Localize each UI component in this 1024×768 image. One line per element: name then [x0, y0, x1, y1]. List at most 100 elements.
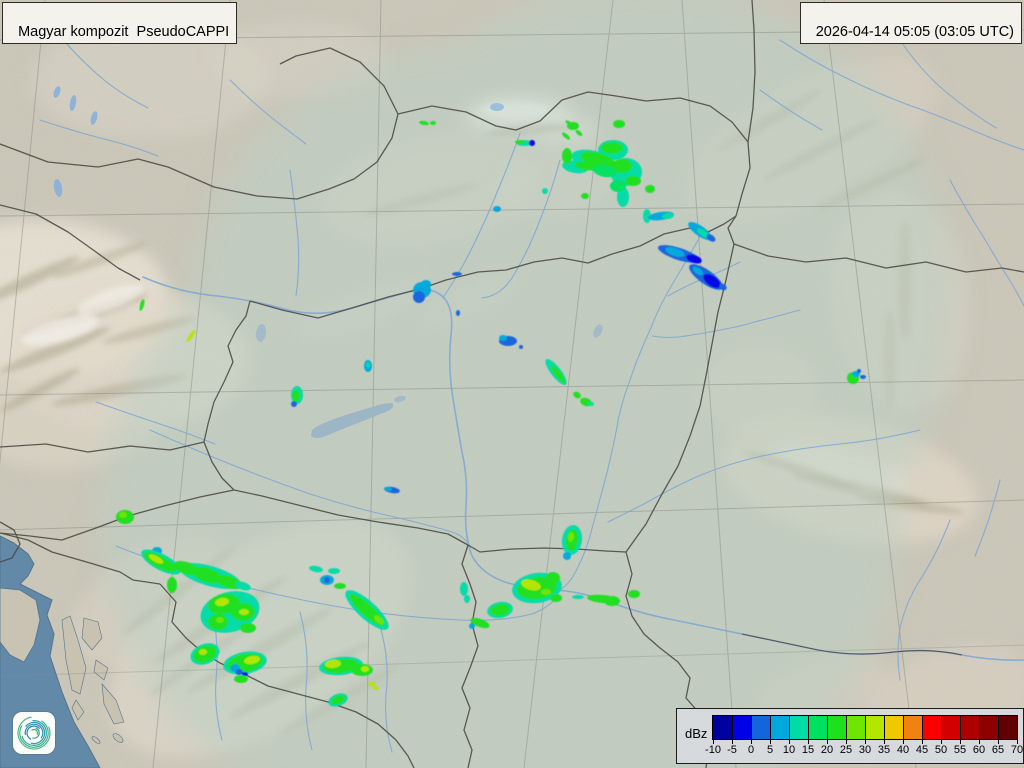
radar-echo: [703, 273, 721, 289]
timestamp-box: 2026-04-14 05:05 (03:05 UTC): [799, 2, 1022, 44]
legend-tick-label: 50: [934, 744, 948, 756]
radar-echo: [368, 682, 376, 686]
radar-echo: [692, 266, 704, 276]
river-drava: [149, 429, 471, 547]
lake-velence: [394, 395, 406, 403]
legend-color-cell: [751, 716, 770, 739]
radar-echo: [148, 554, 164, 564]
radar-echo: [373, 686, 379, 690]
legend-color-cell: [979, 716, 998, 739]
legend-color-cell: [827, 716, 846, 739]
radar-echo: [706, 234, 716, 242]
lake-balaton: [311, 403, 394, 438]
lake-neusiedl: [255, 324, 267, 342]
legend-tick-label: -10: [705, 744, 721, 756]
legend-color-cell: [998, 716, 1017, 739]
radar-echo: [234, 675, 248, 683]
hungaromet-logo: [13, 712, 55, 754]
radar-echo: [334, 583, 346, 589]
radar-echo: [216, 617, 224, 623]
radar-echo: [550, 594, 562, 602]
radar-echo: [419, 120, 429, 126]
legend-tick-label: 45: [915, 744, 929, 756]
legend-tick-label: 70: [1010, 744, 1024, 756]
legend-tick-mark: [732, 739, 733, 744]
legend-tick-mark: [846, 739, 847, 744]
legend-color-cell: [732, 716, 751, 739]
radar-echo: [541, 589, 551, 595]
legend-tick-label: 35: [877, 744, 891, 756]
radar-echo: [515, 140, 525, 144]
radar-echo: [567, 122, 579, 130]
radar-echo: [581, 193, 589, 199]
legend-tick-label: 30: [858, 744, 872, 756]
legend-color-cell: [922, 716, 941, 739]
radar-echo: [186, 330, 196, 342]
legend-color-cell: [941, 716, 960, 739]
product-title-box: Magyar kompozit PseudoCAPPI: [2, 2, 238, 44]
radar-echo: [452, 272, 462, 276]
legend-tick-label: 60: [972, 744, 986, 756]
radar-echo: [493, 206, 501, 212]
legend-tick-label: 10: [782, 744, 796, 756]
legend-tick-label: -5: [727, 744, 737, 756]
radar-echo: [328, 568, 340, 574]
radar-echo: [119, 512, 127, 518]
radar-echo: [167, 577, 177, 593]
radar-echo: [573, 391, 581, 399]
radar-echo: [235, 581, 251, 591]
radar-echo: [430, 121, 436, 125]
lake-tisza: [593, 324, 603, 338]
radar-echo: [575, 130, 583, 136]
radar-echo: [561, 132, 571, 140]
adriatic-islands: [61, 615, 125, 744]
legend-tick-mark: [808, 739, 809, 744]
radar-echo: [413, 291, 425, 303]
legend-color-cell: [770, 716, 789, 739]
legend-tick-mark: [998, 739, 999, 744]
radar-echo: [421, 280, 431, 288]
radar-echo: [215, 597, 229, 607]
legend-tick-mark: [979, 739, 980, 744]
legend-tick-label: 15: [801, 744, 815, 756]
radar-echo: [860, 375, 866, 379]
radar-echo-layer: [116, 120, 866, 707]
legend-tick-label: 55: [953, 744, 967, 756]
radar-echo: [199, 649, 207, 655]
radar-echo: [374, 615, 384, 625]
radar-echo: [567, 532, 575, 542]
legend-color-cell: [865, 716, 884, 739]
legend-tick-mark: [713, 739, 714, 744]
legend-tick-mark: [751, 739, 752, 744]
radar-echo: [242, 672, 248, 676]
radar-echo: [325, 659, 341, 669]
product-title-label: Magyar kompozit PseudoCAPPI: [18, 24, 230, 40]
radar-echo: [309, 565, 323, 573]
radar-echo: [521, 579, 541, 591]
legend-color-cell: [960, 716, 979, 739]
river-tisza: [557, 230, 704, 592]
legend-tick-mark: [922, 739, 923, 744]
radar-echo: [575, 161, 595, 171]
radar-echo: [490, 603, 510, 617]
radar-echo: [244, 655, 260, 665]
radar-echo: [686, 254, 702, 264]
legend-tick-mark: [827, 739, 828, 744]
adriatic-sea: [0, 535, 125, 768]
radar-echo: [604, 596, 620, 606]
radar-echo: [469, 623, 475, 629]
legend-unit-label: dBz: [685, 726, 708, 741]
legend-color-cell: [789, 716, 808, 739]
radar-echo: [366, 362, 370, 368]
legend-tick-mark: [941, 739, 942, 744]
legend-color-cell: [846, 716, 865, 739]
radar-echo: [857, 369, 861, 373]
legend-tick-label: 40: [896, 744, 910, 756]
legend-tick-mark: [903, 739, 904, 744]
radar-echo: [191, 566, 223, 584]
timestamp-label: 2026-04-14 05:05 (03:05 UTC): [815, 24, 1014, 40]
legend-tick-mark: [884, 739, 885, 744]
